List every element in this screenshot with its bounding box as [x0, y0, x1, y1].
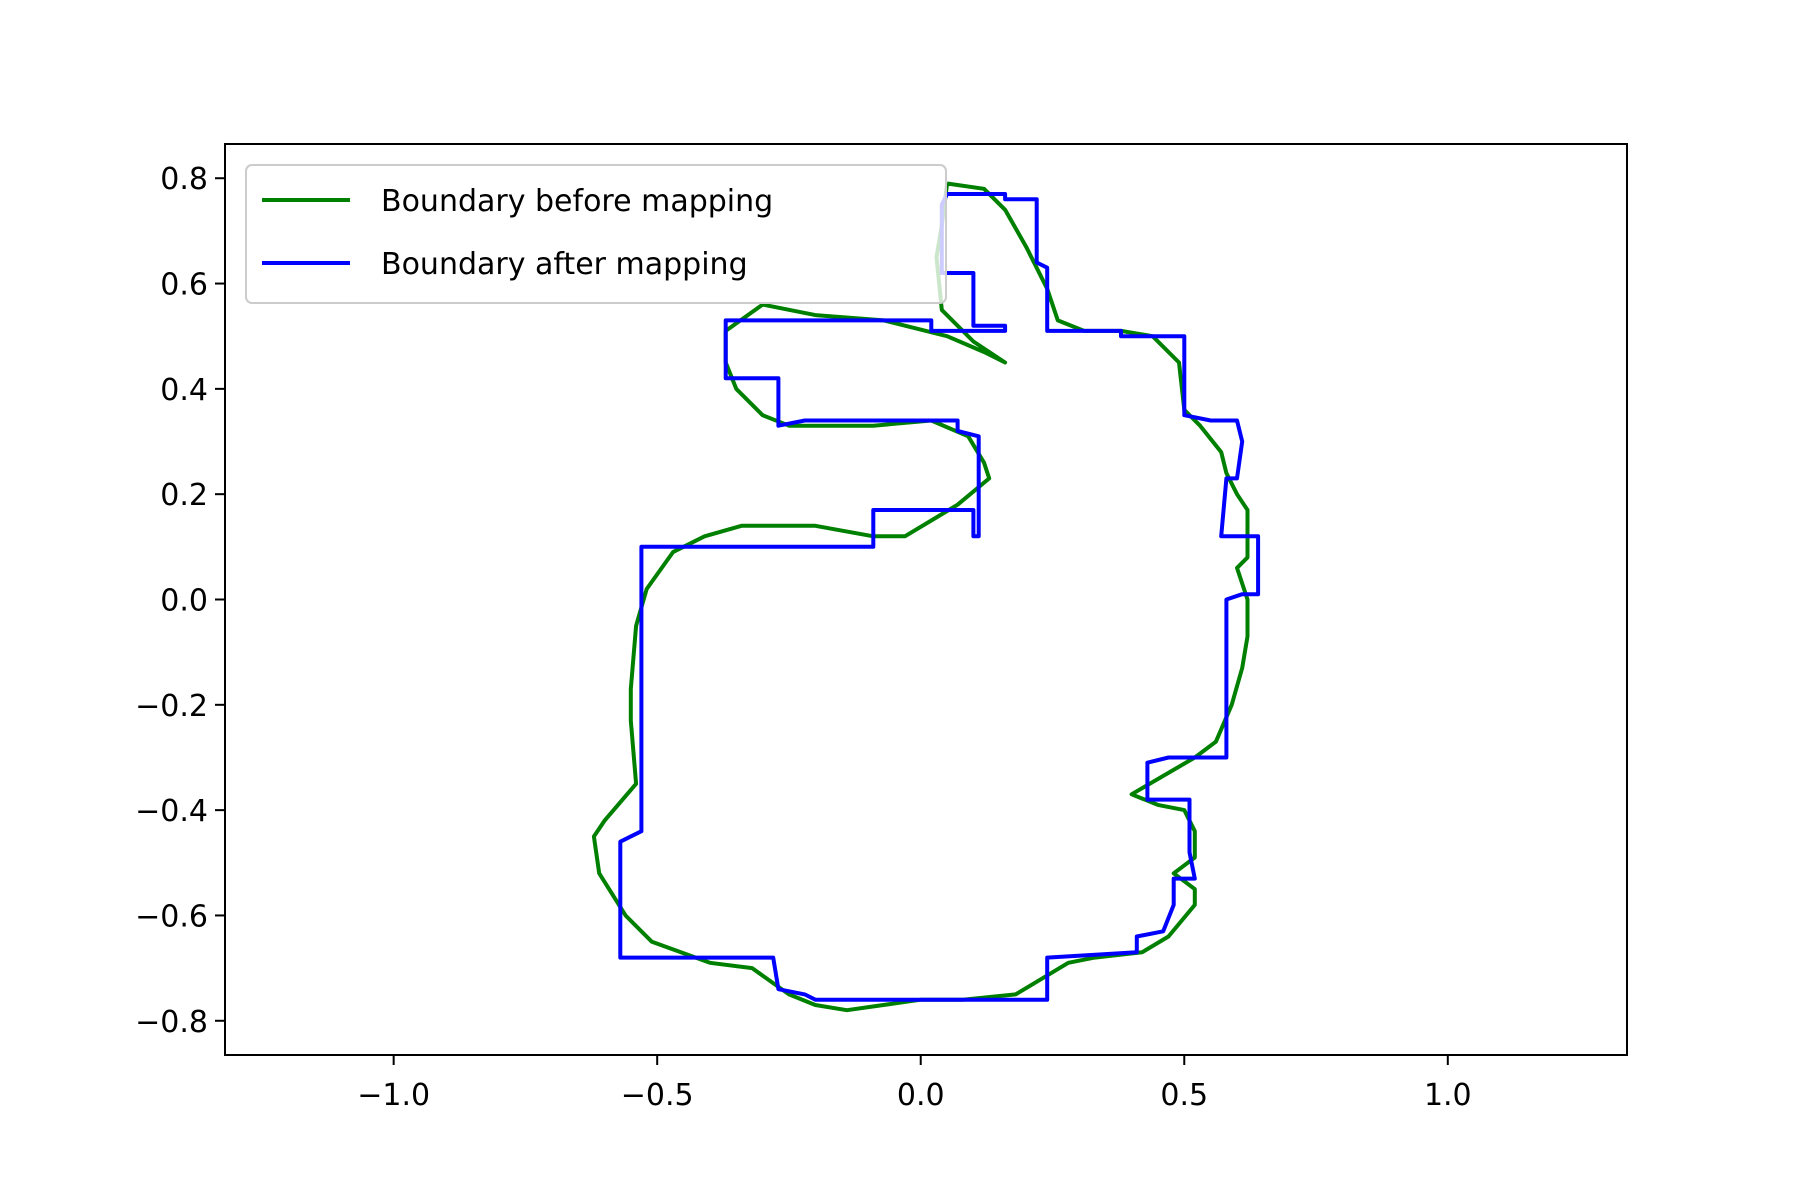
series-layer [591, 181, 1261, 1013]
y-tick-label: −0.4 [135, 794, 208, 829]
legend-label-after-mapping: Boundary after mapping [381, 247, 748, 282]
series-line-before-mapping [591, 181, 1250, 1013]
y-tick-label: 0.4 [160, 373, 208, 408]
y-tick-label: 0.6 [160, 268, 208, 303]
y-tick-label: −0.8 [135, 1005, 208, 1040]
y-axis: 0.8 0.6 0.4 0.2 0.0 −0.2 −0.4 −0.6 −0.8 [135, 162, 225, 1040]
legend-label-before-mapping: Boundary before mapping [381, 184, 773, 219]
y-tick-label: −0.6 [135, 899, 208, 934]
y-tick-label: 0.2 [160, 478, 208, 513]
x-tick-label: 0.0 [897, 1078, 945, 1113]
x-tick-label: −0.5 [621, 1078, 694, 1113]
y-tick-label: −0.2 [135, 689, 208, 724]
x-tick-label: 1.0 [1424, 1078, 1472, 1113]
legend: Boundary before mapping Boundary after m… [245, 164, 947, 304]
x-axis: −1.0 −0.5 0.0 0.5 1.0 [357, 1055, 1472, 1113]
x-tick-label: 0.5 [1160, 1078, 1208, 1113]
series-line-after-mapping [618, 192, 1261, 1002]
legend-box [245, 164, 947, 304]
y-tick-label: 0.0 [160, 584, 208, 619]
y-tick-label: 0.8 [160, 162, 208, 197]
x-tick-label: −1.0 [357, 1078, 430, 1113]
